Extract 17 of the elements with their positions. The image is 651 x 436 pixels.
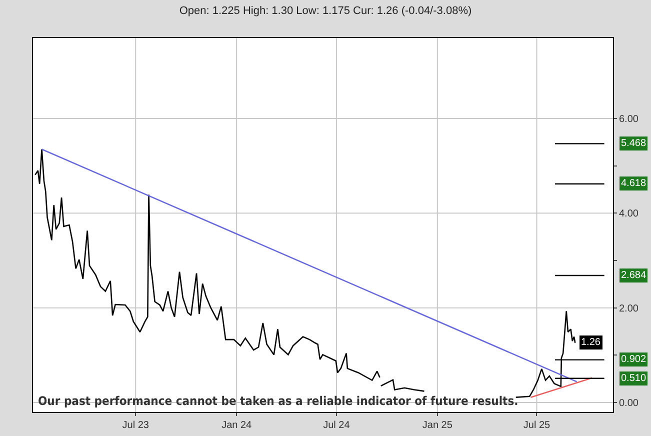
- annotation: Our past performance cannot be taken as a reliable indicator of future results.: [38, 394, 518, 408]
- y-tick-label: 2.00: [619, 303, 639, 314]
- y-tick-label: 0.00: [619, 398, 639, 410]
- x-tick-label: Jan 25: [422, 420, 453, 431]
- x-tick-label: Jul 24: [323, 420, 350, 431]
- y-tick-label: 4.00: [619, 208, 639, 220]
- ref-line-label: 2.684: [621, 270, 646, 281]
- x-tick-label: Jul 25: [523, 420, 551, 431]
- x-tick-label: Jul 23: [122, 420, 150, 431]
- ref-line-label: 0.902: [621, 354, 646, 365]
- x-tick-label: Jan 24: [222, 420, 252, 431]
- ref-line-label: 5.468: [621, 138, 646, 149]
- ref-line-label: 4.618: [621, 178, 646, 189]
- data-label: 1.26: [581, 337, 601, 348]
- y-tick-label: 6.00: [619, 114, 639, 125]
- ref-line-label: 0.510: [621, 373, 646, 384]
- chart-title: Open: 1.225 High: 1.30 Low: 1.175 Cur: 1.26 (-0.04/-3.08%): [179, 5, 472, 18]
